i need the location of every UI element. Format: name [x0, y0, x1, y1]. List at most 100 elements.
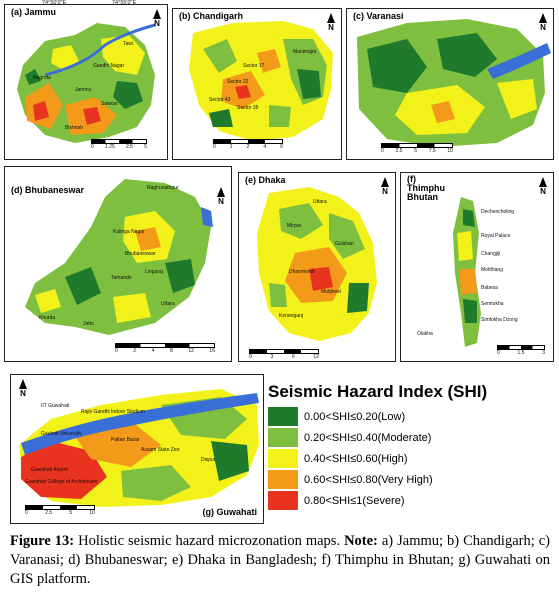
legend-item-low: 0.00<SHI≤0.20(Low)	[268, 406, 540, 427]
legend-label: 0.20<SHI≤0.40(Moderate)	[304, 431, 432, 444]
place-label: Sector 35	[237, 105, 259, 111]
jammu-zone-severe-2	[83, 107, 101, 125]
bhubaneswar-zone-high-3	[113, 293, 151, 323]
legend-item-very-high: 0.60<SHI≤0.80(Very High)	[268, 469, 540, 490]
legend-label: 0.60<SHI≤0.80(Very High)	[304, 473, 433, 486]
place-label: Khurda	[39, 315, 56, 321]
legend-swatch	[268, 491, 298, 510]
legend-item-severe: 0.80<SHI≤1(Severe)	[268, 490, 540, 511]
legend-swatch	[268, 428, 298, 447]
chandigarh-zone-low	[297, 69, 321, 99]
legend-item-high: 0.40<SHI≤0.60(High)	[268, 448, 540, 469]
scale-bar: 0 2.5 5 7.5 10	[381, 143, 453, 154]
legend-swatch	[268, 470, 298, 489]
place-label: Uttara	[161, 301, 175, 307]
legend-title: Seismic Hazard Index (SHI)	[268, 382, 488, 401]
place-label: Dhanmondi	[289, 269, 315, 275]
panel-label-thimphu: (f) Thimphu Bhutan	[405, 174, 445, 202]
panel-label-varanasi: (c) Varanasi	[351, 11, 406, 21]
place-label: Tamando	[111, 275, 132, 281]
dhaka-zone-moderate	[279, 203, 323, 239]
legend-item-moderate: 0.20<SHI≤0.40(Moderate)	[268, 427, 540, 448]
north-arrow-icon: N	[537, 177, 549, 196]
thimphu-zone-very-high	[459, 269, 477, 295]
panel-label-bhubaneswar: (d) Bhubaneswar	[9, 185, 87, 195]
varanasi-zone-very-high	[431, 101, 455, 123]
bhubaneswar-boundary	[25, 179, 211, 335]
place-label: Paltan Bazar	[111, 437, 140, 443]
chandigarh-zone-moderate-2	[203, 39, 237, 73]
place-label: Keraniganj	[279, 313, 303, 319]
chandigarh-zone-low-2	[209, 109, 233, 127]
scale-bar: 0 1.25 2.5 5	[91, 139, 147, 150]
scale-bar: 0 3 6 12	[249, 349, 319, 360]
thimphu-zone-high	[457, 231, 473, 261]
ganga-river	[487, 43, 551, 79]
north-arrow-icon: N	[215, 187, 227, 206]
place-label: Changjiji	[481, 251, 501, 257]
bhubaneswar-zone-very-high	[135, 227, 161, 251]
place-label: Dechencholing	[481, 209, 515, 215]
tawi-river	[44, 23, 156, 77]
place-label: IIT Guwahati	[41, 403, 70, 409]
scale-bar: 0 2 4 8 12 16	[115, 343, 215, 354]
place-label: Royal Palace	[481, 233, 511, 239]
place-label: Bhubaneswar	[125, 251, 156, 257]
place-label: Uttara	[313, 199, 327, 205]
dhaka-zone-moderate-3	[269, 283, 287, 307]
caption-figure-label: Figure 13:	[10, 533, 75, 549]
place-label: Sector 17	[243, 63, 265, 69]
jammu-zone-low-2	[25, 69, 41, 85]
scale-bar: 0 2.5 5 10	[25, 505, 95, 516]
north-arrow-icon: N	[325, 13, 337, 32]
legend-swatch	[268, 449, 298, 468]
place-label: Simtokha Dzong	[481, 317, 518, 323]
place-label: Nagrota	[33, 75, 51, 81]
place-label: Gulshan	[335, 241, 354, 247]
place-label: Dispur	[201, 457, 216, 463]
place-label: Motijheel	[321, 289, 342, 295]
guwahati-zone-moderate-2	[121, 465, 191, 501]
varanasi-zone-low	[367, 39, 427, 93]
bhubaneswar-map	[25, 179, 213, 335]
legend-label: 0.80<SHI≤1(Severe)	[304, 494, 405, 507]
dhaka-map	[257, 187, 377, 341]
caption-note-text: a) Jammu; b) Chandigarh; c) Varanasi; d)…	[10, 533, 551, 587]
north-arrow-icon: N	[537, 13, 549, 32]
chandigarh-map	[189, 21, 333, 141]
place-label: Jatni	[83, 321, 94, 327]
legend-label: 0.40<SHI≤0.60(High)	[304, 452, 408, 465]
jammu-zone-high-2	[51, 45, 79, 71]
map-panel-chandigarh: (b) Chandigarh N Sector 17 Sector 22 Sec…	[172, 8, 342, 160]
varanasi-zone-low-2	[437, 33, 497, 77]
map-panel-guwahati: (g) Guwahati N IIT Guwahati Rajiv Gandhi…	[10, 374, 264, 524]
guwahati-zone-low	[211, 441, 249, 481]
bhubaneswar-river	[201, 207, 213, 227]
map-panel-varanasi: (c) Varanasi N 0 2.5 5 7.5 10	[346, 8, 554, 160]
place-label: Motithang	[481, 267, 503, 273]
chandigarh-zone-severe	[235, 85, 251, 99]
dhaka-zone-moderate-2	[329, 213, 365, 259]
coord-label: 74°55'0"E	[112, 0, 137, 6]
scale-bar: 0 1.5 3	[497, 345, 545, 356]
jammu-zone-high	[101, 35, 145, 75]
place-label: Kalinga Nagar	[113, 229, 145, 235]
panel-label-guwahati: (g) Guwahati	[200, 507, 259, 517]
dhaka-zone-severe	[309, 267, 333, 291]
map-panel-bhubaneswar: (d) Bhubaneswar N Raghunathpur Kalinga N…	[4, 166, 232, 362]
chandigarh-zone-very-high-2	[257, 49, 281, 73]
map-panel-jammu: (a) Jammu N Gandhi Nagar Jammu Nagrota S…	[4, 4, 168, 160]
panel-label-chandigarh: (b) Chandigarh	[177, 11, 245, 21]
figure-caption: Figure 13: Holistic seismic hazard micro…	[10, 532, 550, 589]
bhubaneswar-zone-low	[165, 259, 195, 293]
legend-swatch	[268, 407, 298, 426]
caption-note-label: Note:	[344, 533, 378, 549]
guwahati-map	[19, 389, 259, 507]
place-label: Semtokha	[481, 301, 504, 307]
place-label: Sector 43	[209, 97, 231, 103]
place-label: Gandhi Nagar	[93, 63, 125, 69]
place-label: Manimajra	[293, 49, 317, 55]
thimphu-map	[453, 197, 481, 347]
place-label: Babesa	[481, 285, 498, 291]
